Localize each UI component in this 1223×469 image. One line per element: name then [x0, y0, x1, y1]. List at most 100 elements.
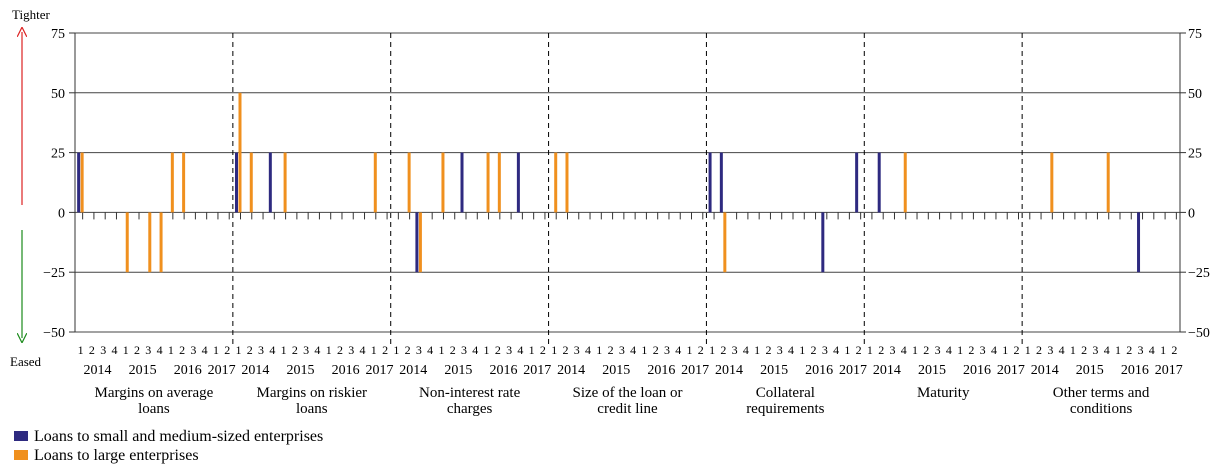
x-tick-label: 2	[608, 343, 614, 357]
year-label: 2014	[399, 363, 427, 378]
x-tick-label: 1	[1115, 343, 1121, 357]
panel-title: Non-interest rate charges	[419, 385, 521, 417]
y-tick-label: 25	[51, 147, 65, 162]
x-tick-label: 4	[517, 343, 523, 357]
legend-swatch	[14, 431, 28, 441]
x-tick-label: 1	[438, 343, 444, 357]
x-tick-label: 4	[157, 343, 163, 357]
x-tick-label: 2	[1126, 343, 1132, 357]
x-tick-label: 1	[867, 343, 873, 357]
x-tick-label: 2	[653, 343, 659, 357]
x-tick-label: 1	[168, 343, 174, 357]
x-tick-label: 3	[461, 343, 467, 357]
bar	[554, 152, 558, 213]
x-tick-label: 1	[596, 343, 602, 357]
bar	[80, 152, 84, 213]
year-label: 2014	[715, 363, 743, 378]
bar	[170, 152, 174, 213]
bar	[373, 152, 377, 213]
year-label: 2014	[873, 363, 901, 378]
y2-tick-label: 25	[1188, 147, 1202, 162]
legend-swatch	[14, 450, 28, 460]
panel-title: Maturity	[916, 385, 970, 401]
year-label: 2015	[602, 363, 630, 378]
bar	[877, 152, 881, 213]
x-tick-label: 1	[281, 343, 287, 357]
x-tick-label: 2	[382, 343, 388, 357]
year-label: 2016	[174, 363, 202, 378]
x-tick-label: 4	[788, 343, 794, 357]
x-tick-label: 4	[360, 343, 366, 357]
bar	[125, 212, 129, 273]
panel-title: Other terms and conditions	[1052, 385, 1150, 417]
x-tick-label: 2	[720, 343, 726, 357]
legend-label: Loans to large enterprises	[34, 447, 199, 464]
x-tick-label: 2	[1171, 343, 1177, 357]
bar	[182, 152, 186, 213]
x-tick-label: 1	[123, 343, 129, 357]
year-label: 2014	[84, 363, 112, 378]
year-label: 2017	[208, 363, 236, 378]
x-tick-label: 3	[1047, 343, 1053, 357]
bar	[415, 212, 419, 273]
x-tick-label: 1	[709, 343, 715, 357]
x-tick-label: 4	[472, 343, 478, 357]
year-label: 2016	[489, 363, 517, 378]
year-label: 2017	[523, 363, 551, 378]
panel-title: Margins on average loans	[94, 385, 214, 417]
x-tick-label: 1	[1160, 343, 1166, 357]
year-label: 2016	[1121, 363, 1149, 378]
x-tick-label: 2	[89, 343, 95, 357]
x-tick-label: 4	[675, 343, 681, 357]
x-tick-label: 4	[991, 343, 997, 357]
x-tick-label: 2	[923, 343, 929, 357]
bar	[1137, 212, 1141, 273]
year-label: 2014	[241, 363, 269, 378]
bar	[148, 212, 152, 273]
y-tick-label: 50	[51, 87, 65, 102]
legend-label: Loans to small and medium-sized enterpri…	[34, 428, 323, 445]
bar	[855, 152, 859, 213]
x-tick-label: 4	[314, 343, 320, 357]
year-label: 2016	[647, 363, 675, 378]
x-tick-label: 3	[935, 343, 941, 357]
year-label: 2016	[805, 363, 833, 378]
y2-tick-label: −25	[1188, 266, 1210, 281]
y2-tick-label: 50	[1188, 87, 1202, 102]
y2-tick-label: 75	[1188, 27, 1202, 42]
x-tick-label: 1	[551, 343, 557, 357]
x-tick-label: 2	[292, 343, 298, 357]
bar	[268, 152, 272, 213]
x-tick-label: 2	[450, 343, 456, 357]
x-tick-label: 2	[405, 343, 411, 357]
bar	[77, 152, 81, 213]
y-tick-label: 75	[51, 27, 65, 42]
bar	[903, 152, 907, 213]
year-label: 2014	[1031, 363, 1059, 378]
y-tick-label: −25	[43, 266, 65, 281]
x-tick-label: 2	[179, 343, 185, 357]
x-tick-label: 4	[269, 343, 275, 357]
x-tick-label: 2	[698, 343, 704, 357]
y2-tick-label: −50	[1188, 326, 1210, 341]
year-label: 2015	[918, 363, 946, 378]
bar	[159, 212, 163, 273]
x-tick-label: 1	[957, 343, 963, 357]
x-tick-label: 1	[213, 343, 219, 357]
y2-tick-label: 0	[1188, 206, 1195, 221]
bar	[407, 152, 411, 213]
panel-title: Margins on riskier loans	[256, 385, 368, 417]
x-tick-label: 3	[190, 343, 196, 357]
x-tick-label: 1	[1002, 343, 1008, 357]
y-label-top: Tighter	[12, 7, 50, 22]
year-label: 2017	[681, 363, 709, 378]
x-tick-label: 1	[1025, 343, 1031, 357]
x-tick-label: 3	[348, 343, 354, 357]
x-tick-label: 3	[303, 343, 309, 357]
y-label-bottom: Eased	[10, 354, 42, 369]
year-label: 2015	[129, 363, 157, 378]
x-tick-label: 4	[1104, 343, 1110, 357]
x-tick-label: 1	[799, 343, 805, 357]
